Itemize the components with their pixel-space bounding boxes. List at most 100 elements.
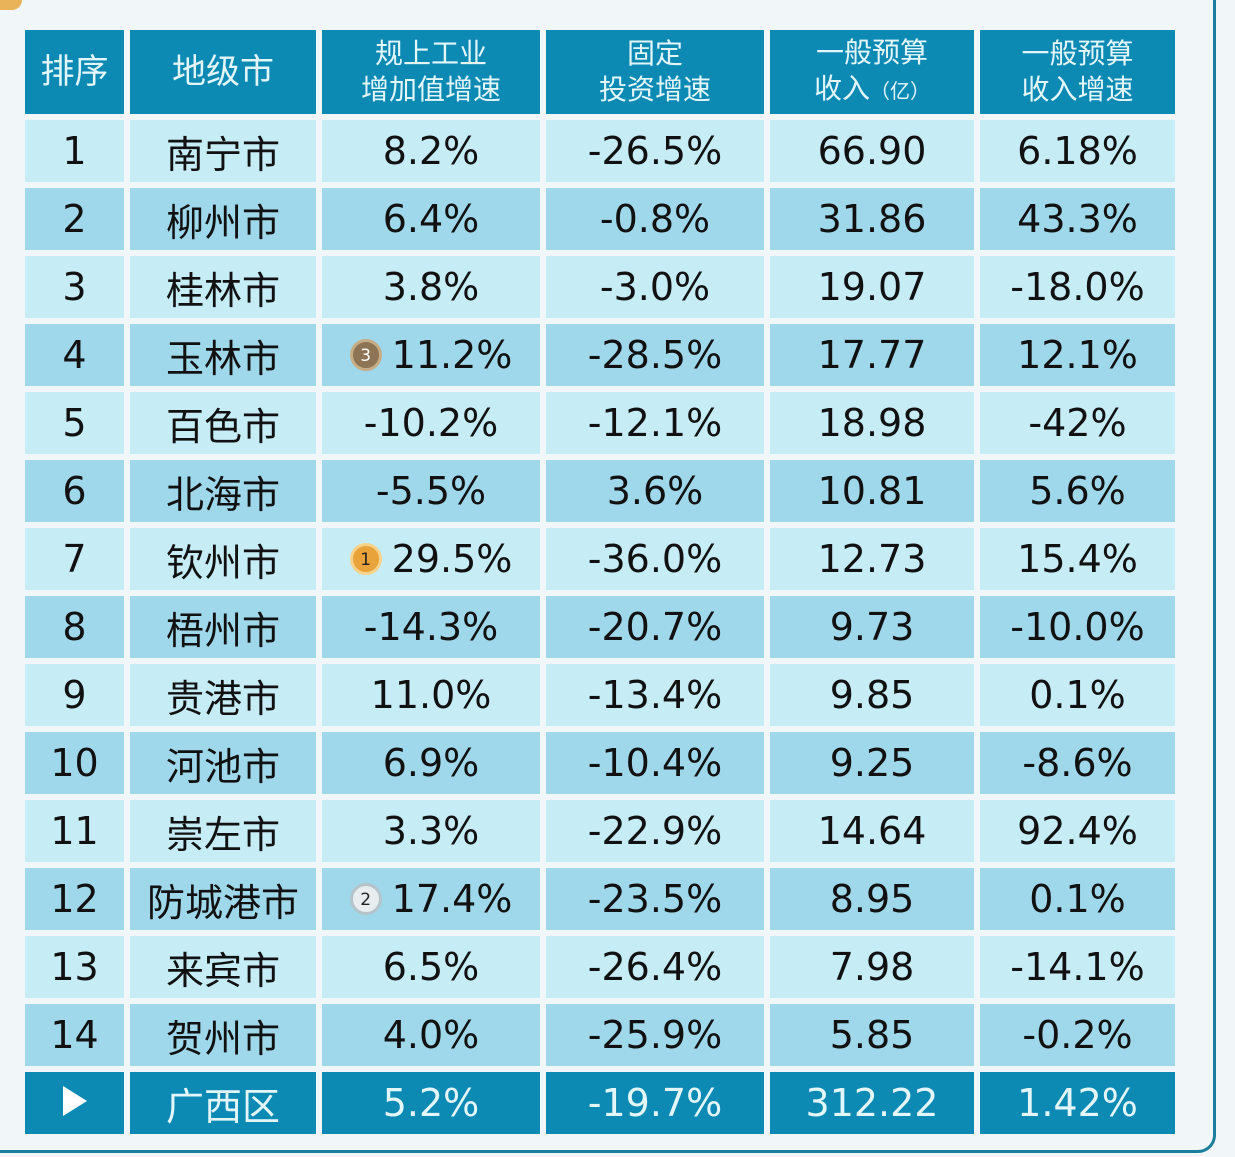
cell-industry: 6.5% bbox=[322, 936, 540, 998]
header-line: 规上工业 bbox=[374, 37, 487, 70]
table-row: 8 梧州市 -14.3% -20.7% 9.73 -10.0% bbox=[25, 596, 1175, 658]
header-line: 投资增速 bbox=[598, 73, 711, 106]
cell-budget: 10.81 bbox=[770, 460, 974, 522]
cell-industry: 6.4% bbox=[322, 188, 540, 250]
cell-industry: 11.0% bbox=[322, 664, 540, 726]
cell-city: 南宁市 bbox=[130, 120, 316, 182]
total-industry: 5.2% bbox=[322, 1072, 540, 1134]
header-line: 收入 bbox=[813, 72, 870, 105]
cell-budget: 17.77 bbox=[770, 324, 974, 386]
cell-industry: -14.3% bbox=[322, 596, 540, 658]
table-row: 14 贺州市 4.0% -25.9% 5.85 -0.2% bbox=[25, 1004, 1175, 1066]
cell-budget: 9.73 bbox=[770, 596, 974, 658]
cell-industry: 8.2% bbox=[322, 120, 540, 182]
total-budget-growth: 1.42% bbox=[980, 1072, 1175, 1134]
table-row: 3 桂林市 3.8% -3.0% 19.07 -18.0% bbox=[25, 256, 1175, 318]
cell-fixed: -3.0% bbox=[546, 256, 764, 318]
header-line: 增加值增速 bbox=[360, 73, 501, 106]
cell-fixed: -13.4% bbox=[546, 664, 764, 726]
cell-budget: 12.73 bbox=[770, 528, 974, 590]
cell-city: 钦州市 bbox=[130, 528, 316, 590]
cell-fixed: -26.5% bbox=[546, 120, 764, 182]
cell-rank: 4 bbox=[25, 324, 124, 386]
cell-budget: 5.85 bbox=[770, 1004, 974, 1066]
cell-fixed: -28.5% bbox=[546, 324, 764, 386]
cell-city: 百色市 bbox=[130, 392, 316, 454]
cell-fixed: -20.7% bbox=[546, 596, 764, 658]
cell-industry: 3.3% bbox=[322, 800, 540, 862]
cell-rank: 12 bbox=[25, 868, 124, 930]
medal-icon: 1 bbox=[349, 542, 382, 575]
header-line: 收入增速 bbox=[1021, 73, 1134, 106]
cell-budget: 18.98 bbox=[770, 392, 974, 454]
header-budget-growth: 一般预算 收入增速 bbox=[980, 30, 1175, 114]
cell-value: 11.2% bbox=[391, 333, 513, 377]
cell-budget-growth: -14.1% bbox=[980, 936, 1175, 998]
cell-value: 29.5% bbox=[391, 537, 513, 581]
cell-budget-growth: -0.2% bbox=[980, 1004, 1175, 1066]
cell-industry: -10.2% bbox=[322, 392, 540, 454]
total-city: 广西区 bbox=[130, 1072, 316, 1134]
cell-rank: 6 bbox=[25, 460, 124, 522]
cell-value: 17.4% bbox=[391, 877, 513, 921]
cell-rank: 8 bbox=[25, 596, 124, 658]
cell-fixed: -10.4% bbox=[546, 732, 764, 794]
total-budget: 312.22 bbox=[770, 1072, 974, 1134]
cell-budget-growth: 0.1% bbox=[980, 664, 1175, 726]
table-row: 13 来宾市 6.5% -26.4% 7.98 -14.1% bbox=[25, 936, 1175, 998]
cell-city: 贺州市 bbox=[130, 1004, 316, 1066]
cell-rank: 5 bbox=[25, 392, 124, 454]
cell-city: 桂林市 bbox=[130, 256, 316, 318]
total-icon-cell bbox=[25, 1072, 124, 1134]
cell-rank: 10 bbox=[25, 732, 124, 794]
cell-city: 梧州市 bbox=[130, 596, 316, 658]
cell-budget: 14.64 bbox=[770, 800, 974, 862]
cell-budget-growth: 92.4% bbox=[980, 800, 1175, 862]
cell-budget-growth: 12.1% bbox=[980, 324, 1175, 386]
cell-budget-growth: -18.0% bbox=[980, 256, 1175, 318]
cell-budget: 19.07 bbox=[770, 256, 974, 318]
table-row: 11 崇左市 3.3% -22.9% 14.64 92.4% bbox=[25, 800, 1175, 862]
table-row: 10 河池市 6.9% -10.4% 9.25 -8.6% bbox=[25, 732, 1175, 794]
cell-budget: 66.90 bbox=[770, 120, 974, 182]
cell-rank: 9 bbox=[25, 664, 124, 726]
cell-fixed: -26.4% bbox=[546, 936, 764, 998]
header-row: 排序 地级市 规上工业 增加值增速 固定 投资增速 一般预算 收入（亿） 一般预算 收入… bbox=[25, 30, 1175, 114]
cell-budget: 7.98 bbox=[770, 936, 974, 998]
table-row: 12 防城港市 2 17.4% -23.5% 8.95 0.1% bbox=[25, 868, 1175, 930]
header-line: 固定 bbox=[626, 37, 683, 70]
header-line: 一般预算 bbox=[1021, 37, 1134, 70]
cell-industry: 6.9% bbox=[322, 732, 540, 794]
cell-budget-growth: 5.6% bbox=[980, 460, 1175, 522]
table-row: 7 钦州市 1 29.5% -36.0% 12.73 15.4% bbox=[25, 528, 1175, 590]
cell-city: 崇左市 bbox=[130, 800, 316, 862]
table-row: 9 贵港市 11.0% -13.4% 9.85 0.1% bbox=[25, 664, 1175, 726]
cell-industry: 4.0% bbox=[322, 1004, 540, 1066]
cell-budget-growth: 6.18% bbox=[980, 120, 1175, 182]
cell-city: 北海市 bbox=[130, 460, 316, 522]
cell-budget-growth: -8.6% bbox=[980, 732, 1175, 794]
cell-rank: 7 bbox=[25, 528, 124, 590]
cell-fixed: -0.8% bbox=[546, 188, 764, 250]
cell-industry: 3.8% bbox=[322, 256, 540, 318]
cell-rank: 2 bbox=[25, 188, 124, 250]
cell-fixed: -12.1% bbox=[546, 392, 764, 454]
cell-rank: 14 bbox=[25, 1004, 124, 1066]
cell-city: 柳州市 bbox=[130, 188, 316, 250]
cell-fixed: -36.0% bbox=[546, 528, 764, 590]
cell-fixed: -22.9% bbox=[546, 800, 764, 862]
medal-icon: 2 bbox=[349, 882, 382, 915]
cell-city: 防城港市 bbox=[130, 868, 316, 930]
cell-rank: 11 bbox=[25, 800, 124, 862]
cell-city: 贵港市 bbox=[130, 664, 316, 726]
cell-rank: 1 bbox=[25, 120, 124, 182]
cell-budget: 31.86 bbox=[770, 188, 974, 250]
table-row: 4 玉林市 3 11.2% -28.5% 17.77 12.1% bbox=[25, 324, 1175, 386]
cell-fixed: 3.6% bbox=[546, 460, 764, 522]
city-economy-table: 排序 地级市 规上工业 增加值增速 固定 投资增速 一般预算 收入（亿） 一般预算 收入… bbox=[19, 24, 1181, 1140]
header-industry: 规上工业 增加值增速 bbox=[322, 30, 540, 114]
play-icon bbox=[62, 1086, 87, 1116]
cell-rank: 3 bbox=[25, 256, 124, 318]
header-city: 地级市 bbox=[130, 30, 316, 114]
